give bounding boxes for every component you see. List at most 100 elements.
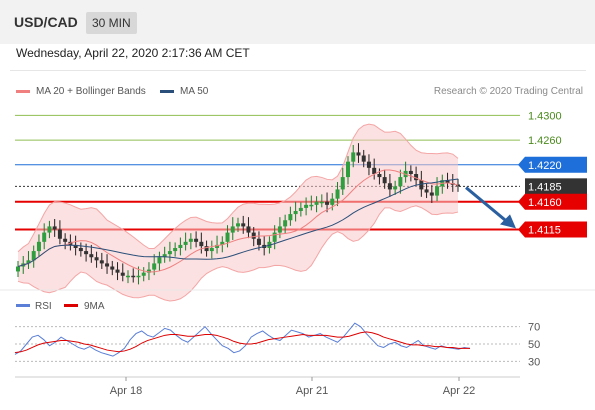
candle-body: [42, 232, 47, 242]
ma9-swatch: [64, 304, 78, 307]
candle-body: [398, 177, 403, 187]
ma50-line: [17, 178, 459, 267]
candle-body: [314, 201, 319, 205]
candle-body: [215, 244, 220, 248]
rsi-line: [14, 322, 471, 357]
candle-body: [246, 226, 251, 233]
candle-body: [445, 180, 450, 184]
candle-body: [120, 272, 125, 276]
candle-body: [293, 211, 298, 215]
forecast-arrow: [465, 186, 509, 224]
ma9-legend-label: 9MA: [84, 301, 105, 312]
candle-body: [178, 244, 183, 248]
candle-body: [209, 248, 214, 252]
level-badge-target: [518, 221, 587, 238]
rsi-ma9-line: [14, 331, 470, 354]
header-bar: USD/CAD 30 MIN: [0, 0, 595, 44]
candle-body: [136, 275, 141, 278]
candle-body: [277, 226, 282, 233]
candle-body: [63, 238, 68, 242]
forecast-arrowhead: [500, 214, 516, 229]
research-credit: Research © 2020 Trading Central: [433, 86, 583, 97]
rsi-tick-label: 50: [528, 339, 540, 351]
timestamp: Wednesday, April 22, 2020 2:17:36 AM CET: [16, 46, 250, 60]
candle-body: [309, 204, 314, 207]
candle-body: [115, 269, 120, 273]
candle-body: [220, 241, 225, 245]
ma20-swatch: [16, 89, 30, 93]
legend-ma20-label: MA 20 + Bollinger Bands: [36, 86, 146, 97]
candle-body: [424, 189, 429, 193]
rsi-tick-label: 30: [528, 356, 540, 368]
candle-body: [57, 229, 62, 239]
candle-body: [387, 183, 392, 190]
legend-ma50-label: MA 50: [180, 86, 209, 97]
level-label-target: 1.4115: [528, 225, 561, 237]
candle-body: [330, 198, 335, 205]
candle-body: [236, 223, 240, 227]
candle-body: [393, 186, 398, 190]
x-tick-label: Apr 22: [443, 385, 475, 397]
rsi-panel[interactable]: 70 50 30: [14, 322, 540, 369]
x-tick-label: Apr 18: [110, 385, 142, 397]
candle-body: [105, 263, 110, 267]
divider: [10, 70, 586, 71]
candle-body: [131, 275, 136, 278]
candle-body: [361, 155, 366, 162]
candle-body: [152, 263, 157, 270]
candle-body: [283, 220, 288, 227]
candle-body: [16, 266, 20, 272]
candle-body: [325, 201, 330, 205]
candle-body: [183, 241, 188, 245]
candle-body: [204, 246, 209, 252]
candle-body: [99, 260, 104, 264]
candle-body: [52, 226, 57, 230]
candle-body: [89, 254, 94, 258]
candle-body: [94, 257, 99, 261]
ma50-swatch: [160, 89, 174, 93]
candle-body: [372, 167, 377, 174]
bollinger-upper: [17, 123, 459, 253]
candle-body: [146, 269, 151, 273]
candle-body: [84, 251, 89, 255]
timeframe-badge[interactable]: 30 MIN: [86, 12, 137, 34]
rsi-tick-label: 70: [528, 322, 540, 334]
level-label-support: 1.4160: [528, 197, 562, 209]
candle-body: [31, 251, 36, 261]
candle-body: [272, 232, 277, 242]
level-label-resistance-green: 1.4260: [528, 135, 562, 147]
ma20-line: [17, 169, 459, 273]
level-label-pivot: 1.4220: [528, 160, 562, 172]
candle-body: [377, 174, 382, 178]
candle-body: [288, 214, 293, 221]
candle-body: [414, 174, 419, 181]
candle-body: [335, 189, 340, 199]
candle-body: [351, 152, 356, 162]
level-badge-support: [518, 193, 587, 210]
candle-body: [162, 254, 167, 258]
bollinger-lower: [17, 205, 459, 302]
candle-body: [241, 223, 246, 227]
candle-body: [429, 192, 434, 196]
candle-body: [251, 232, 256, 239]
candle-body: [382, 177, 387, 184]
candle-body: [356, 152, 361, 156]
candle-body: [408, 170, 413, 174]
candle-body: [110, 266, 115, 270]
candle-body: [126, 275, 130, 278]
candle-body: [340, 177, 345, 190]
currency-pair-title: USD/CAD: [14, 14, 78, 30]
candle-body: [298, 207, 303, 211]
candle-body: [73, 244, 78, 248]
level-label-last-price: 1.4185: [528, 181, 562, 193]
bollinger-band: [18, 124, 458, 301]
rsi-legend-label: RSI: [35, 301, 52, 312]
candle-body: [199, 241, 204, 247]
candle-body: [36, 241, 41, 252]
legend-ma50: MA 50: [160, 86, 208, 97]
legend-ma20: MA 20 + Bollinger Bands: [16, 86, 146, 97]
candle-body: [26, 260, 31, 264]
candle-body: [47, 226, 52, 233]
level-badge-last: [525, 178, 587, 195]
